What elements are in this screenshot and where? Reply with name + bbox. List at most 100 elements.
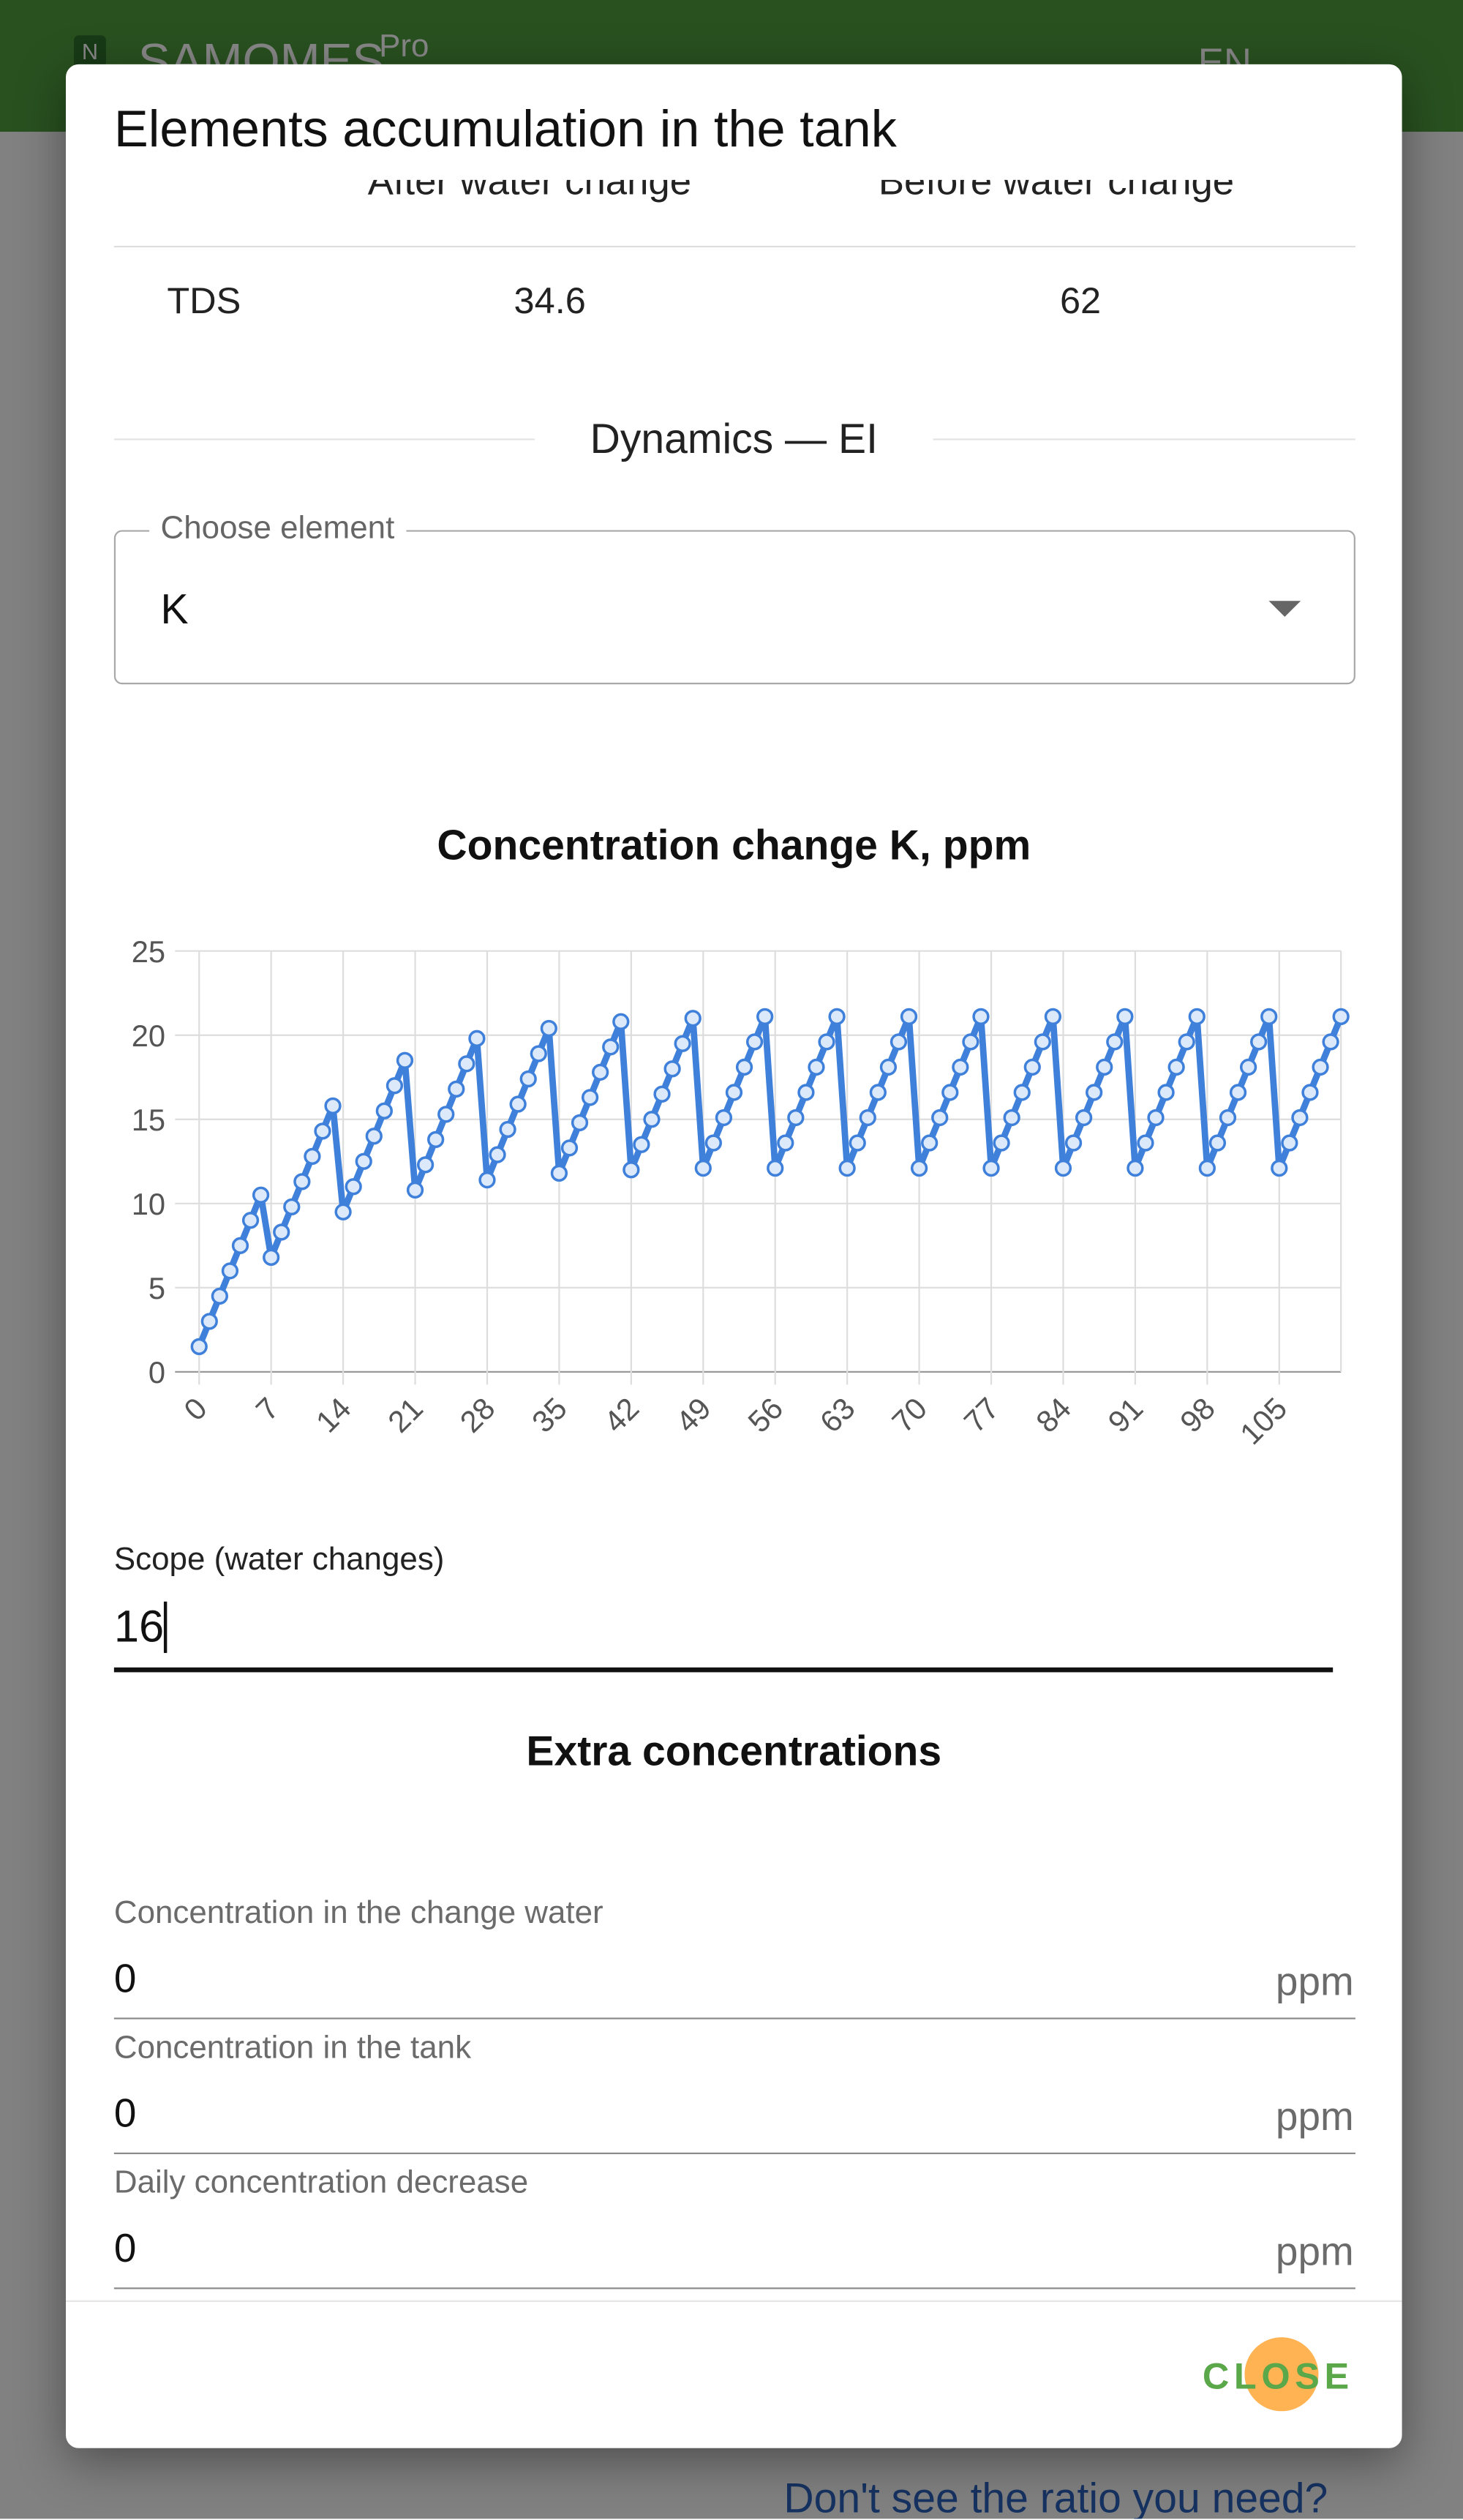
dialog-content: After water change Before water change T… (66, 180, 1402, 2300)
data-point (1157, 1084, 1175, 1101)
data-point (1250, 1033, 1268, 1051)
footer-link[interactable]: Don't see the ratio you need? (783, 2473, 1328, 2519)
field-input[interactable]: 0 (113, 2091, 137, 2137)
data-point (1137, 1134, 1154, 1152)
data-point (530, 1045, 547, 1062)
data-point (952, 1058, 969, 1076)
y-tick-label: 10 (132, 1187, 165, 1221)
data-point (725, 1084, 743, 1101)
extra-title: Extra concentrations (526, 1727, 942, 1775)
data-point (745, 1033, 764, 1051)
data-point (674, 1035, 691, 1052)
data-point (1198, 1159, 1216, 1177)
data-point (355, 1152, 372, 1170)
data-point (200, 1313, 218, 1330)
data-point (211, 1287, 228, 1305)
x-tick-label: 91 (1101, 1391, 1149, 1439)
data-point (849, 1134, 866, 1152)
data-point (334, 1203, 352, 1220)
data-point (581, 1089, 599, 1106)
data-point (982, 1159, 1000, 1177)
select[interactable] (113, 530, 1355, 685)
data-point (519, 1070, 537, 1088)
select-value: K (160, 585, 189, 633)
data-point (416, 1156, 435, 1174)
data-point (509, 1095, 527, 1113)
x-tick-label: 77 (958, 1391, 1006, 1439)
data-point (375, 1102, 393, 1120)
x-tick-label: 105 (1233, 1391, 1293, 1451)
data-point (190, 1338, 208, 1355)
data-point (252, 1186, 270, 1204)
field-underline (113, 2152, 1355, 2155)
data-point (592, 1063, 609, 1081)
x-tick-label: 49 (669, 1391, 718, 1439)
data-point (797, 1084, 815, 1101)
data-point (427, 1130, 445, 1148)
field-label: Daily concentration decrease (113, 2165, 529, 2201)
field-input[interactable]: 0 (113, 1956, 137, 2002)
y-tick-label: 0 (148, 1355, 165, 1390)
data-point (1239, 1058, 1257, 1076)
close-button[interactable]: CLOSE (1202, 2355, 1354, 2397)
x-tick-label: 35 (525, 1391, 573, 1439)
data-point (1013, 1084, 1031, 1101)
data-point (1096, 1058, 1113, 1076)
data-point (715, 1109, 733, 1127)
x-tick-label: 84 (1029, 1391, 1077, 1439)
data-point (1086, 1084, 1103, 1101)
data-point (1147, 1109, 1165, 1127)
data-point (828, 1008, 846, 1026)
data-point (263, 1248, 280, 1267)
data-point (879, 1058, 898, 1076)
dropdown-arrow (1268, 601, 1301, 618)
data-point (1188, 1008, 1206, 1026)
x-tick-label: 42 (597, 1391, 645, 1439)
y-tick-label: 15 (132, 1103, 165, 1137)
data-point (663, 1060, 681, 1078)
data-point (1127, 1159, 1144, 1177)
data-point (869, 1084, 887, 1101)
data-point (931, 1109, 949, 1127)
divider (66, 2300, 1402, 2303)
scope-label: Scope (water changes) (113, 1542, 445, 1578)
series-line (196, 1013, 1344, 1349)
data-point (808, 1058, 825, 1076)
x-tick-label: 14 (309, 1391, 358, 1439)
data-point (623, 1161, 640, 1179)
dialog: Elements accumulation in the tank After … (66, 64, 1402, 2448)
data-point (478, 1171, 496, 1189)
data-point (489, 1146, 506, 1163)
data-point (324, 1097, 342, 1114)
x-tick-label: 63 (813, 1391, 862, 1439)
data-point (396, 1051, 414, 1069)
dialog-title: Elements accumulation in the tank (113, 100, 897, 158)
table-cell: 62 (1059, 279, 1102, 322)
data-point (1332, 1008, 1350, 1026)
data-point (993, 1134, 1010, 1152)
data-point (1271, 1159, 1288, 1177)
data-point (571, 1114, 589, 1131)
data-point (1106, 1033, 1124, 1051)
data-point (550, 1164, 568, 1182)
data-point (221, 1262, 239, 1280)
data-point (941, 1084, 959, 1101)
data-point (756, 1008, 774, 1026)
data-point (787, 1109, 805, 1127)
data-point (560, 1139, 579, 1157)
scope-input[interactable]: 16 (114, 1601, 168, 1654)
data-point (1260, 1008, 1278, 1026)
data-point (437, 1106, 455, 1123)
data-point (633, 1136, 650, 1153)
field-underline (113, 2017, 1355, 2020)
touch-indicator (1244, 2337, 1319, 2412)
data-point (704, 1134, 722, 1152)
field-input[interactable]: 0 (113, 2226, 137, 2272)
data-point (972, 1008, 990, 1026)
data-point (1167, 1058, 1185, 1076)
data-point (1291, 1109, 1309, 1127)
data-point (1322, 1033, 1339, 1051)
